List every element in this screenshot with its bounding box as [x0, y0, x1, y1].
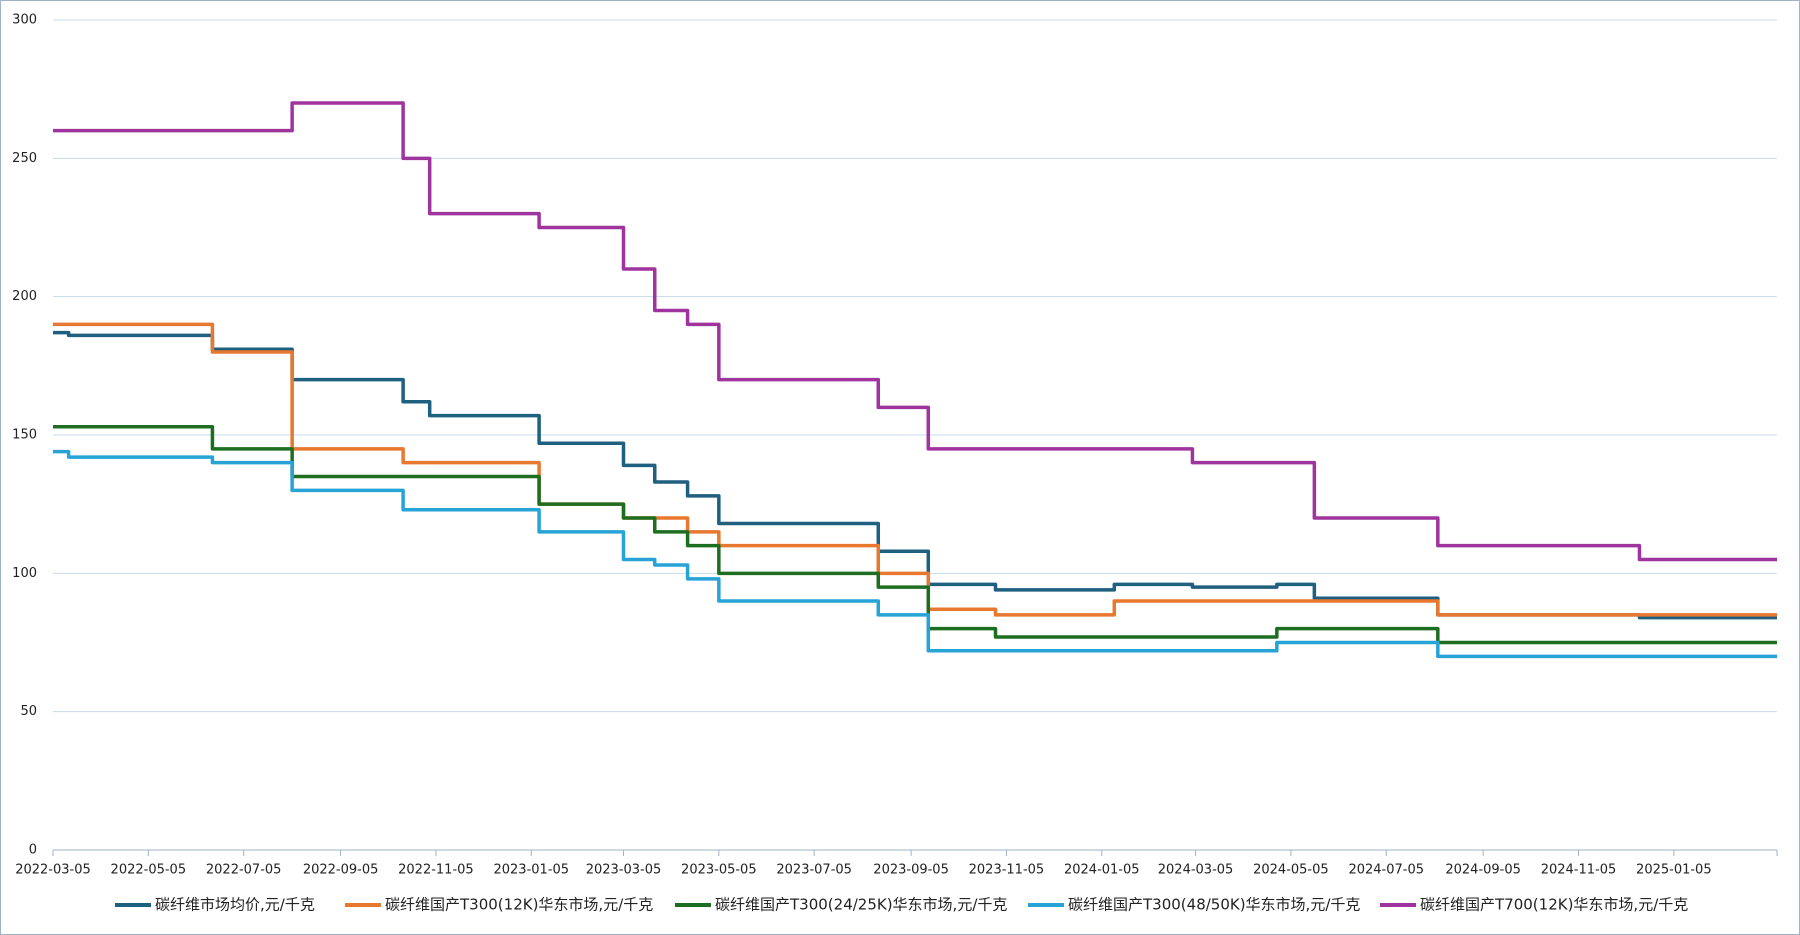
series-line [53, 322, 1777, 617]
series-line [53, 449, 1777, 659]
legend-label: 碳纤维市场均价,元/千克 [155, 896, 315, 914]
legend-label: 碳纤维国产T300(48/50K)华东市场,元/千克 [1068, 896, 1360, 914]
legend: 碳纤维市场均价,元/千克 碳纤维国产T300(12K)华东市场,元/千克 碳纤维国产… [115, 896, 1688, 914]
y-tick-label: 300 [12, 13, 37, 28]
x-tick-label: 2023-01-05 [493, 863, 569, 878]
x-tick-label: 2022-05-05 [111, 863, 187, 878]
x-tick-label: 2024-07-05 [1348, 863, 1424, 878]
series-line [53, 424, 1777, 645]
y-tick-label: 0 [29, 843, 37, 858]
x-tick-label: 2024-11-05 [1541, 863, 1617, 878]
x-tick-label: 2022-07-05 [206, 863, 282, 878]
x-tick-label: 2022-03-05 [15, 863, 91, 878]
legend-label: 碳纤维国产T700(12K)华东市场,元/千克 [1420, 896, 1688, 914]
legend-label: 碳纤维国产T300(24/25K)华东市场,元/千克 [715, 896, 1007, 914]
y-tick-label: 150 [12, 428, 37, 443]
series-line [53, 330, 1777, 620]
x-tick-label: 2024-09-05 [1445, 863, 1521, 878]
y-tick-label: 100 [12, 566, 37, 581]
x-tick-label: 2024-03-05 [1158, 863, 1234, 878]
y-tick-label: 250 [12, 151, 37, 166]
x-tick-label: 2023-09-05 [873, 863, 949, 878]
series-line [53, 101, 1777, 562]
x-tick-label: 2024-05-05 [1253, 863, 1329, 878]
x-tick-label: 2023-07-05 [776, 863, 852, 878]
y-tick-label: 200 [12, 289, 37, 304]
x-tick-label: 2024-01-05 [1064, 863, 1140, 878]
x-tick-label: 2022-09-05 [303, 863, 379, 878]
x-tick-label: 2025-01-05 [1636, 863, 1712, 878]
legend-label: 碳纤维国产T300(12K)华东市场,元/千克 [385, 896, 653, 914]
x-tick-label: 2023-05-05 [681, 863, 757, 878]
x-tick-label: 2023-11-05 [969, 863, 1045, 878]
x-tick-label: 2022-11-05 [398, 863, 474, 878]
x-tick-label: 2023-03-05 [586, 863, 662, 878]
y-tick-label: 50 [20, 704, 37, 719]
